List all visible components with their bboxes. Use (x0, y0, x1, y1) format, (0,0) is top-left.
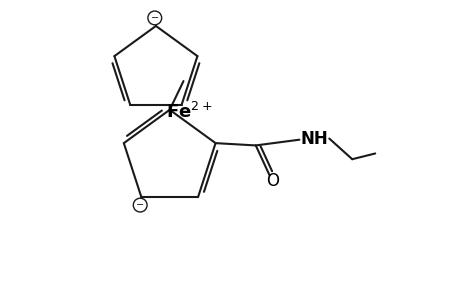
Text: −: − (136, 200, 144, 210)
Text: O: O (266, 172, 279, 190)
Text: Fe$^{2+}$: Fe$^{2+}$ (166, 102, 212, 122)
Text: NH: NH (300, 130, 328, 148)
Text: −: − (151, 13, 158, 23)
